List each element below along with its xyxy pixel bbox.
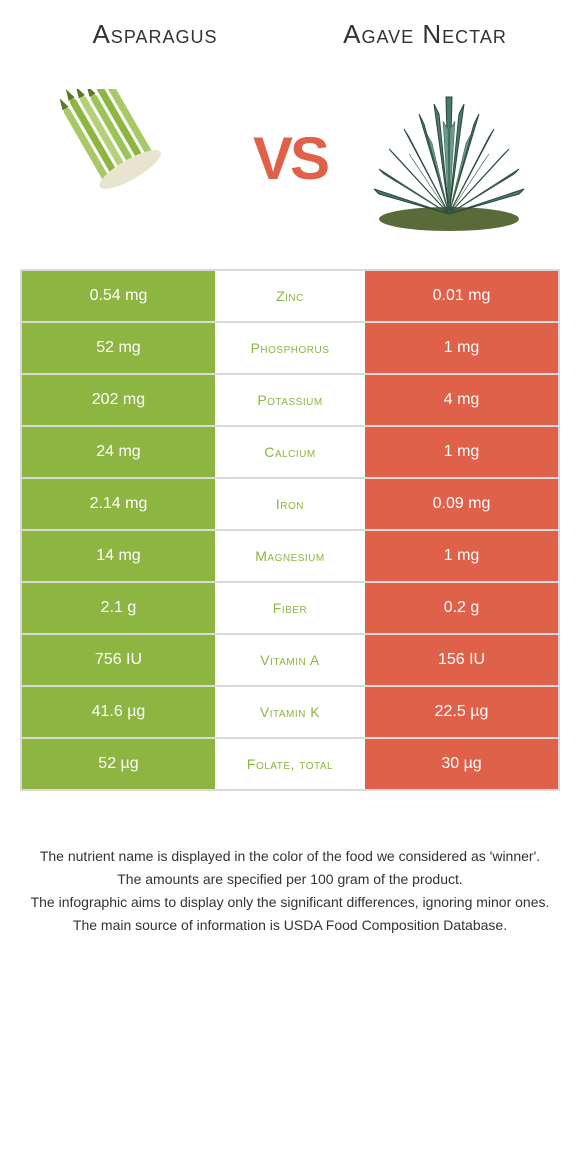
right-food-image: [337, 79, 560, 239]
table-row: 202 mgPotassium4 mg: [22, 375, 558, 427]
left-value: 756 IU: [22, 635, 215, 685]
left-food-title: Asparagus: [20, 20, 290, 49]
left-value: 0.54 mg: [22, 271, 215, 321]
left-value: 2.1 g: [22, 583, 215, 633]
left-value: 202 mg: [22, 375, 215, 425]
right-value: 0.2 g: [365, 583, 558, 633]
nutrient-name: Fiber: [215, 583, 365, 633]
left-value: 52 mg: [22, 323, 215, 373]
table-row: 41.6 µgVitamin K22.5 µg: [22, 687, 558, 739]
right-value: 156 IU: [365, 635, 558, 685]
images-row: VS: [20, 79, 560, 239]
footer-notes: The nutrient name is displayed in the co…: [0, 846, 580, 958]
vs-label: VS: [243, 124, 337, 193]
left-value: 24 mg: [22, 427, 215, 477]
nutrient-name: Zinc: [215, 271, 365, 321]
nutrient-name: Vitamin A: [215, 635, 365, 685]
nutrient-name: Vitamin K: [215, 687, 365, 737]
table-row: 756 IUVitamin A156 IU: [22, 635, 558, 687]
nutrient-name: Iron: [215, 479, 365, 529]
table-row: 2.1 gFiber0.2 g: [22, 583, 558, 635]
asparagus-icon: [41, 89, 221, 229]
right-value: 4 mg: [365, 375, 558, 425]
nutrient-name: Calcium: [215, 427, 365, 477]
left-value: 14 mg: [22, 531, 215, 581]
nutrient-name: Folate, total: [215, 739, 365, 789]
right-value: 1 mg: [365, 427, 558, 477]
nutrient-name: Magnesium: [215, 531, 365, 581]
right-value: 0.01 mg: [365, 271, 558, 321]
nutrient-name: Potassium: [215, 375, 365, 425]
table-row: 52 mgPhosphorus1 mg: [22, 323, 558, 375]
nutrient-table: 0.54 mgZinc0.01 mg52 mgPhosphorus1 mg202…: [20, 269, 560, 791]
footer-line: The infographic aims to display only the…: [20, 892, 560, 913]
nutrient-name: Phosphorus: [215, 323, 365, 373]
right-value: 0.09 mg: [365, 479, 558, 529]
right-value: 30 µg: [365, 739, 558, 789]
footer-line: The main source of information is USDA F…: [20, 915, 560, 936]
agave-icon: [359, 79, 539, 239]
left-value: 2.14 mg: [22, 479, 215, 529]
right-value: 22.5 µg: [365, 687, 558, 737]
right-value: 1 mg: [365, 531, 558, 581]
table-row: 2.14 mgIron0.09 mg: [22, 479, 558, 531]
right-food-title: Agave Nectar: [290, 20, 560, 49]
left-value: 41.6 µg: [22, 687, 215, 737]
left-food-image: [20, 89, 243, 229]
left-value: 52 µg: [22, 739, 215, 789]
footer-line: The nutrient name is displayed in the co…: [20, 846, 560, 867]
table-row: 24 mgCalcium1 mg: [22, 427, 558, 479]
table-row: 52 µgFolate, total30 µg: [22, 739, 558, 791]
table-row: 0.54 mgZinc0.01 mg: [22, 271, 558, 323]
table-row: 14 mgMagnesium1 mg: [22, 531, 558, 583]
right-value: 1 mg: [365, 323, 558, 373]
footer-line: The amounts are specified per 100 gram o…: [20, 869, 560, 890]
header-titles: Asparagus Agave Nectar: [20, 20, 560, 49]
